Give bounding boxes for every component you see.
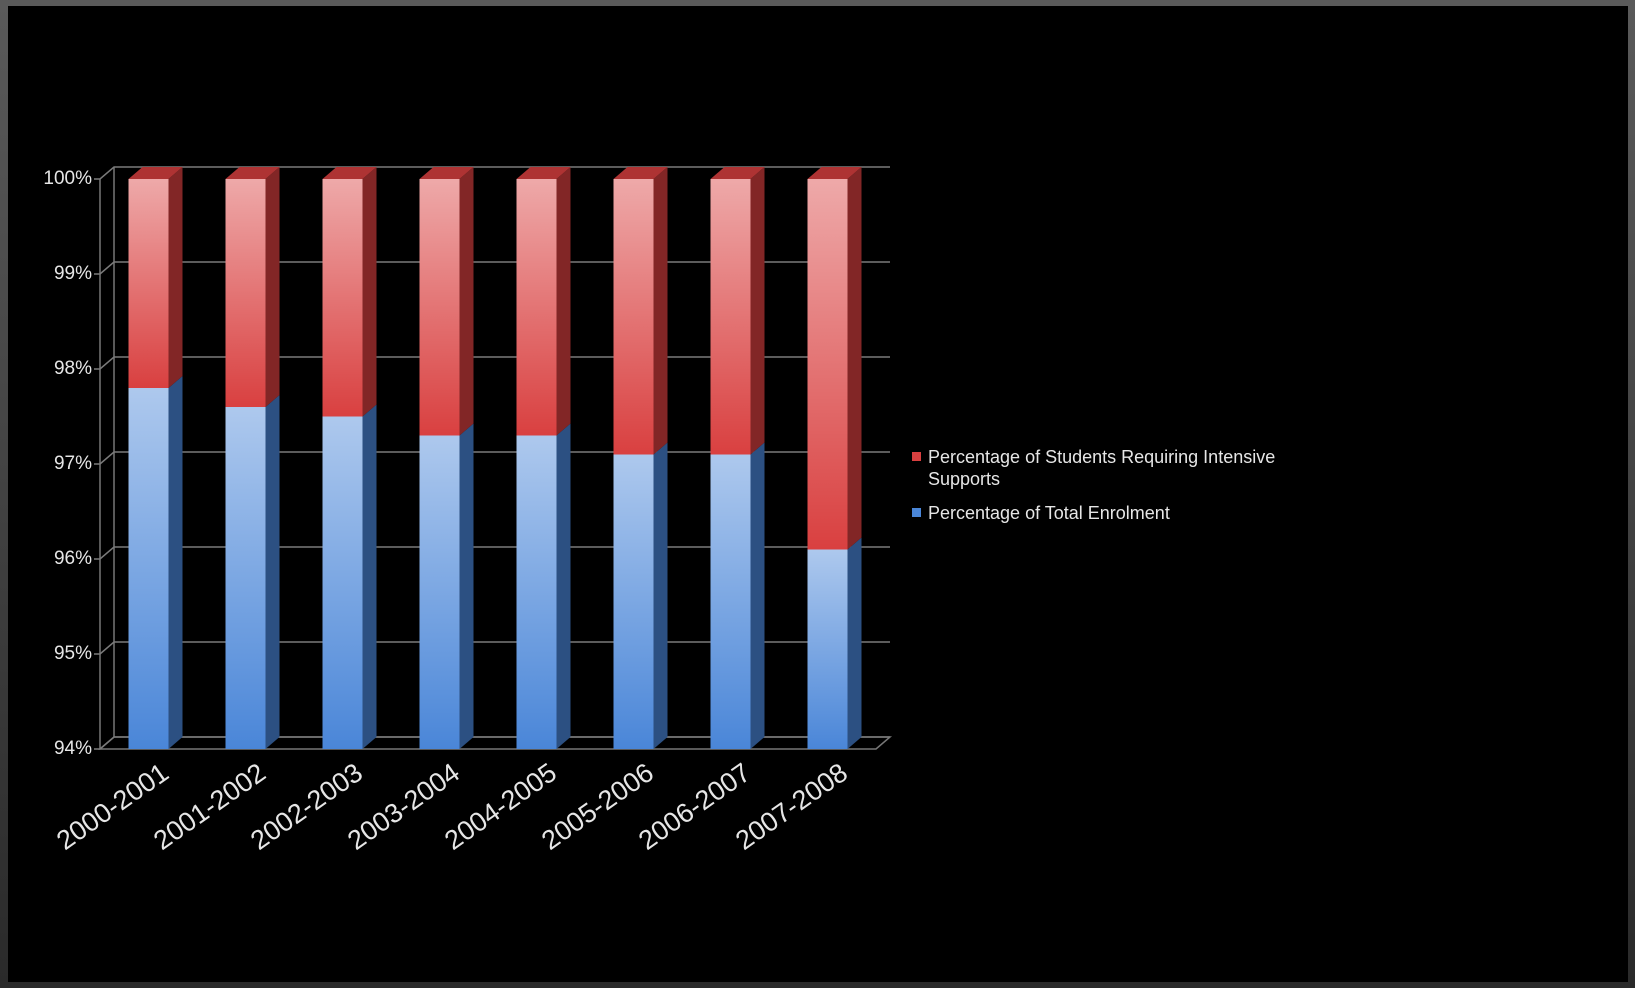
grid-line [94,166,890,180]
bar-shine [613,179,654,455]
grid-line [94,451,890,465]
bar-shine [710,179,751,455]
bar-shine [807,549,848,749]
bar-shine [128,179,169,388]
bar-shine [322,416,363,749]
bar-side [459,167,474,436]
legend-label: Percentage of Total Enrolment [928,503,1170,523]
bar-side [362,167,377,417]
grid-line [94,546,890,560]
y-tick-label: 100% [43,168,92,189]
bar-shine [710,454,751,749]
bar-shine [225,179,266,407]
grid-line [94,736,890,750]
bar-shine [419,179,460,436]
bar-side [556,167,571,436]
y-tick-label: 96% [54,548,92,569]
bar-top [807,167,862,179]
bar-side [750,442,765,749]
bar-side [847,537,862,749]
legend-swatch [912,452,921,461]
legend-item: Percentage of Total Enrolment [912,502,1352,524]
floor [97,736,893,750]
y-tick-label: 99% [54,263,92,284]
y-tick-label: 94% [54,738,92,759]
bar-side [168,167,183,388]
bar-shine [516,435,557,749]
bar-side [750,167,765,455]
bar-shine [322,179,363,417]
bar-shine [613,454,654,749]
bar-side [168,376,183,749]
bar-top [322,167,377,179]
legend-label: Percentage of Students Requiring Intensi… [928,447,1276,489]
grid-line [94,641,890,655]
bar-side [653,442,668,749]
bar-side [265,167,280,407]
legend-item: Percentage of Students Requiring Intensi… [912,446,1352,490]
bar-side [265,395,280,749]
y-tick-label: 98% [54,358,92,379]
bar-side [847,167,862,550]
legend-swatch [912,508,921,517]
bar-top [516,167,571,179]
bar-shine [807,179,848,550]
bar-top [419,167,474,179]
bar-side [556,423,571,749]
bar-side [459,423,474,749]
bar-side [362,404,377,749]
bar-top [710,167,765,179]
y-tick-label: 95% [54,643,92,664]
bar-shine [128,388,169,749]
grid-line [94,261,890,275]
y-tick-label: 97% [54,453,92,474]
bar-shine [516,179,557,436]
bar-top [128,167,183,179]
bar-shine [419,435,460,749]
bar-side [653,167,668,455]
grid-line [94,356,890,370]
bar-shine [225,407,266,749]
bar-top [613,167,668,179]
legend: Percentage of Students Requiring Intensi… [912,446,1352,536]
bar-top [225,167,280,179]
